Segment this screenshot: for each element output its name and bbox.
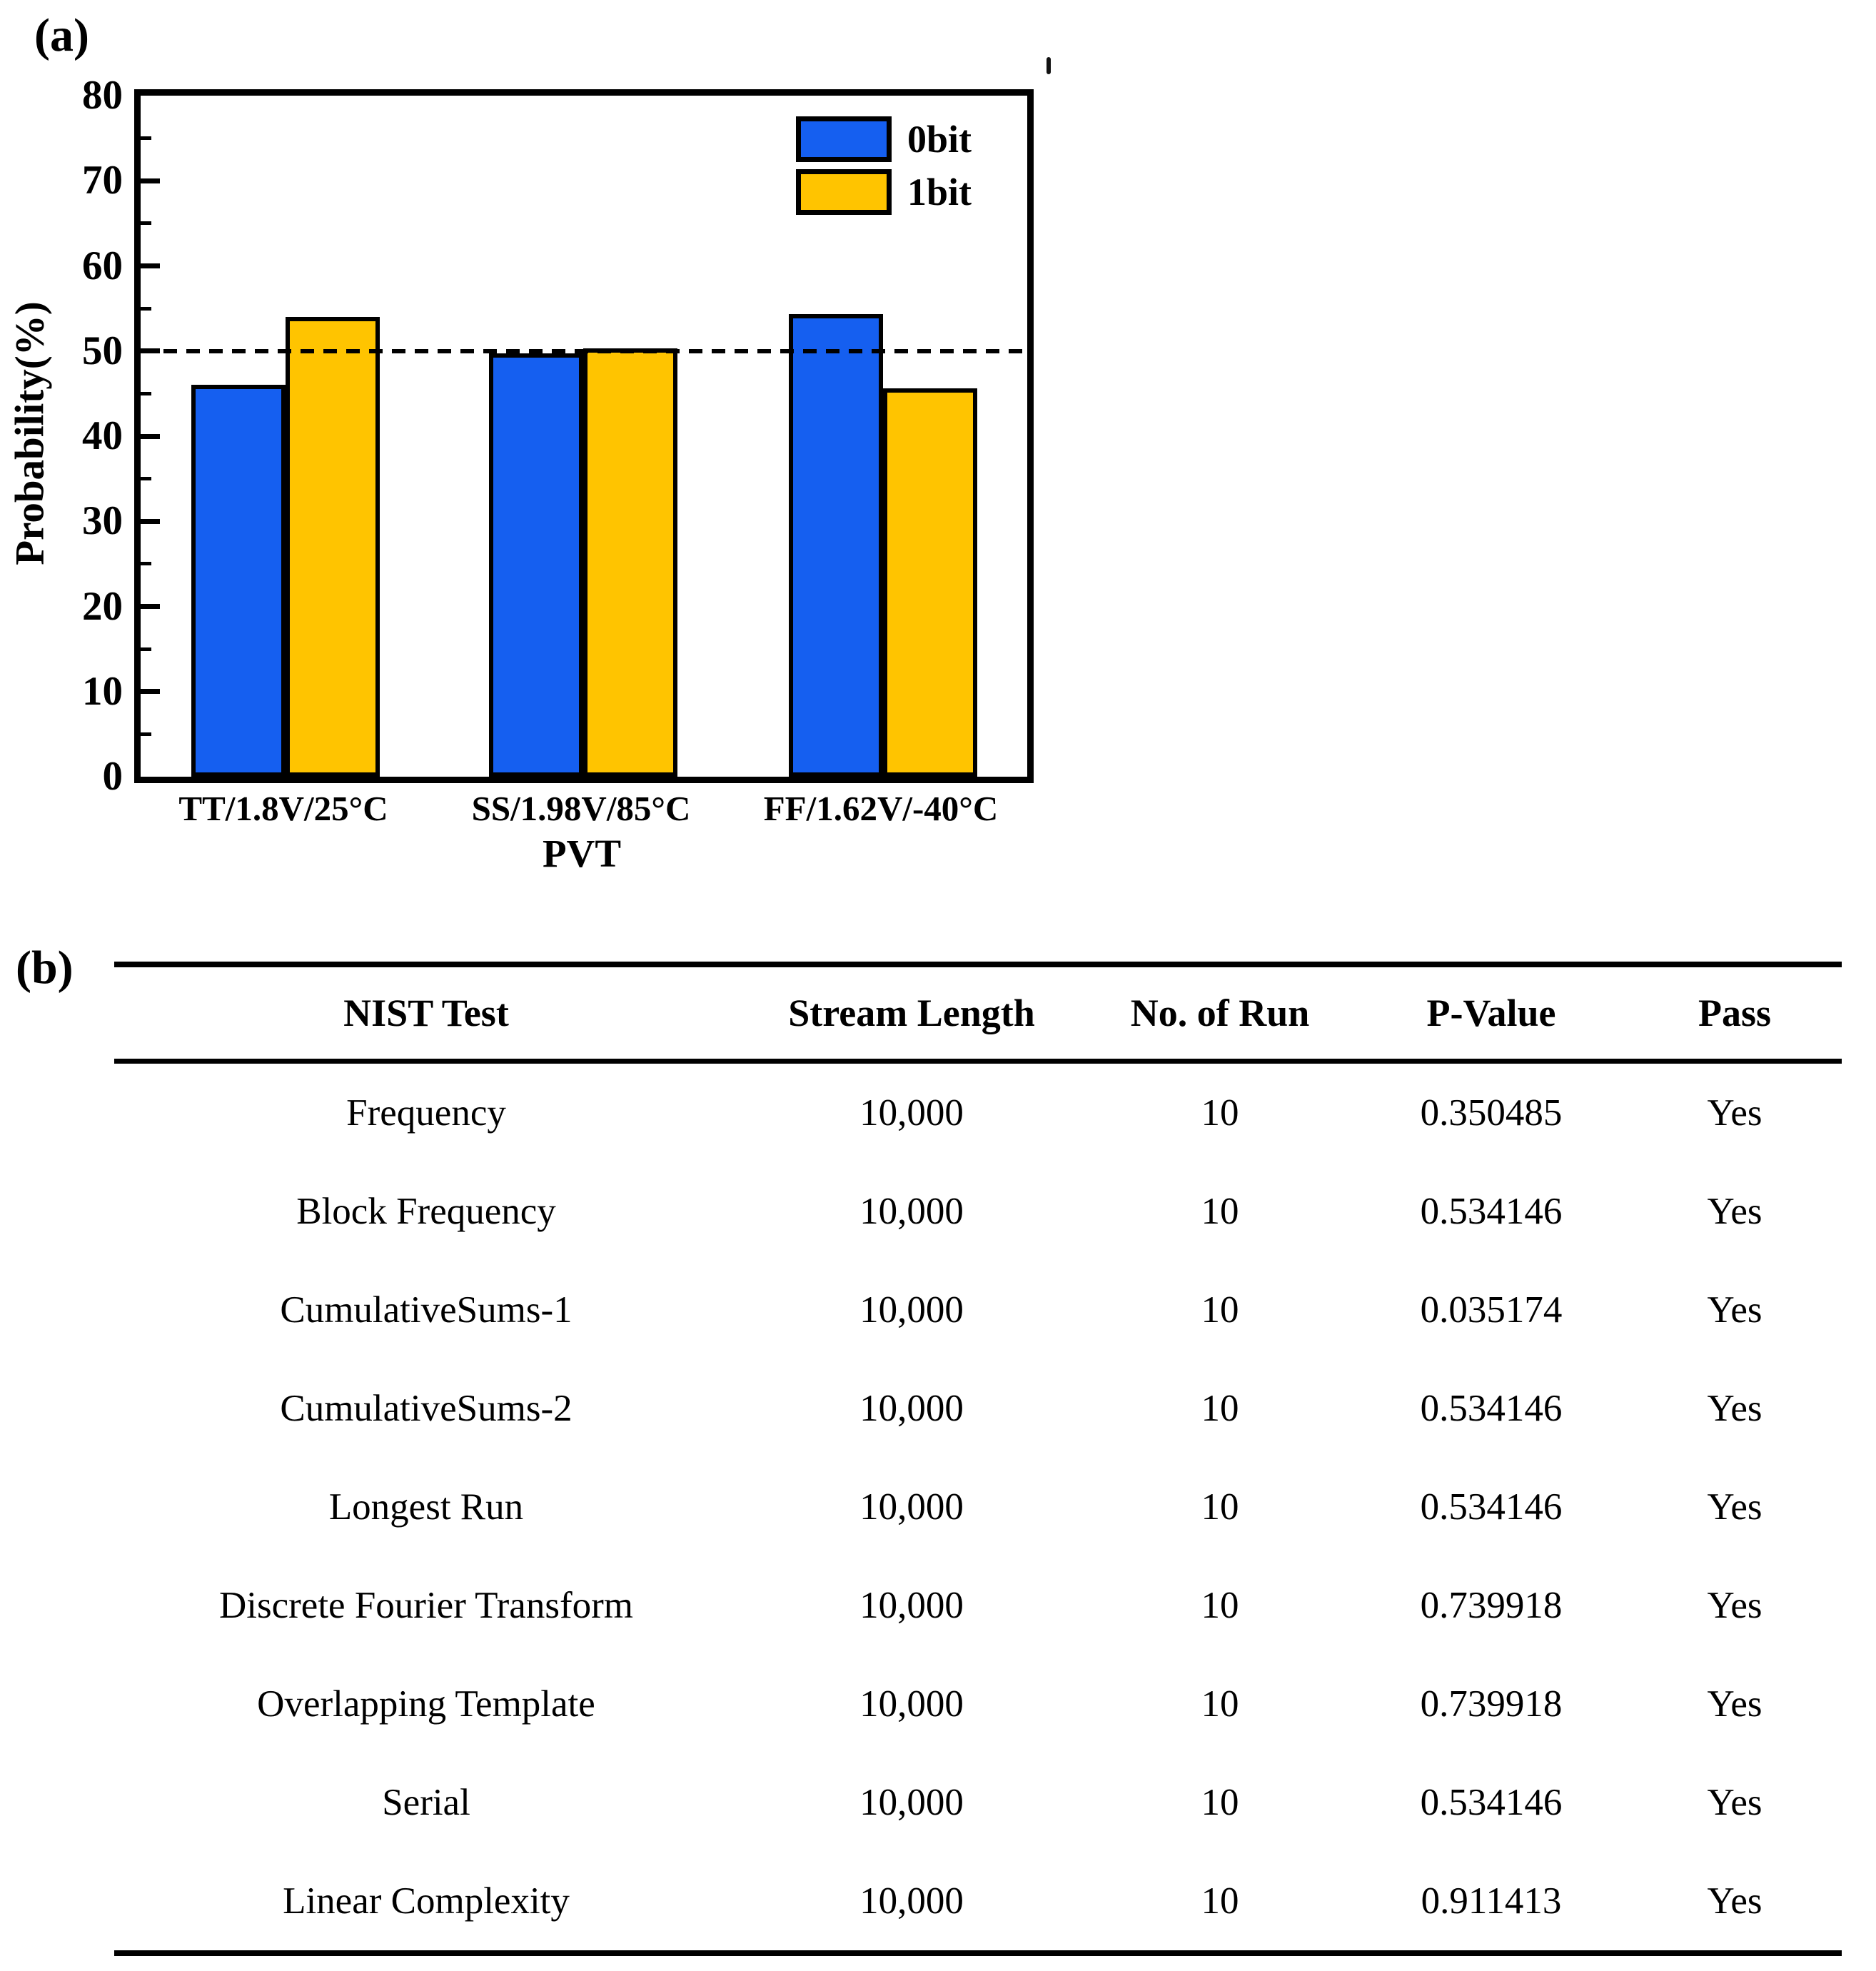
table-header-cell-5: Pass	[1698, 992, 1771, 1034]
y-minor-tick-5	[141, 732, 151, 736]
table-row-7-cell-4: 0.739918	[1420, 1683, 1563, 1725]
panel-b-label: (b)	[16, 942, 74, 994]
table-row-5-cell-4: 0.534146	[1420, 1486, 1563, 1528]
table-row-4-cell-5: Yes	[1707, 1388, 1762, 1429]
table-header-rule	[114, 1059, 1842, 1064]
reference-line-50pct	[141, 348, 1027, 353]
table-row-6-cell-2: 10,000	[859, 1585, 964, 1626]
table-row-7-cell-1: Overlapping Template	[257, 1683, 595, 1725]
table-row-3-cell-5: Yes	[1707, 1289, 1762, 1331]
table-row-4-cell-2: 10,000	[859, 1388, 964, 1429]
table-row-5-cell-2: 10,000	[859, 1486, 964, 1528]
x-tick-label-3: FF/1.62V/-40°C	[763, 789, 999, 828]
table-row-6-cell-3: 10	[1201, 1585, 1239, 1626]
table-row-6-cell-5: Yes	[1707, 1585, 1762, 1626]
nist-table: NIST Test Stream Length No. of Run P-Value P…	[114, 962, 1842, 1956]
table-row-9-cell-4: 0.911413	[1421, 1880, 1562, 1922]
y-minor-tick-45	[141, 391, 151, 395]
y-tick-label-80: 80	[82, 73, 123, 118]
bar-0bit-2	[489, 353, 583, 777]
table-row-1-cell-5: Yes	[1707, 1092, 1762, 1134]
x-tick-label-1: TT/1.8V/25°C	[178, 789, 388, 828]
table-row-5-cell-5: Yes	[1707, 1486, 1762, 1528]
stray-tick-mark	[1047, 57, 1051, 74]
table-row-2-cell-2: 10,000	[859, 1191, 964, 1232]
y-tick-label-60: 60	[82, 243, 123, 288]
bar-1bit-1	[286, 317, 380, 777]
y-major-tick-60	[141, 263, 160, 268]
table-row-7-cell-2: 10,000	[859, 1683, 964, 1725]
table-row-1-cell-1: Frequency	[346, 1092, 506, 1134]
table-row-7-cell-3: 10	[1201, 1683, 1239, 1725]
table-row-4-cell-3: 10	[1201, 1388, 1239, 1429]
legend-swatch-0bit	[796, 116, 892, 162]
y-major-tick-70	[141, 178, 160, 183]
table-row-4-cell-4: 0.534146	[1420, 1388, 1563, 1429]
panel-a-label: (a)	[34, 9, 89, 61]
y-tick-label-50: 50	[82, 328, 123, 373]
y-tick-label-30: 30	[82, 498, 123, 544]
legend-swatch-1bit	[796, 169, 892, 215]
bar-0bit-1	[191, 385, 286, 777]
bar-0bit-3	[789, 314, 883, 777]
y-tick-label-0: 0	[102, 754, 123, 799]
plot-area: 0bit 1bit	[134, 89, 1034, 783]
table-row-8-cell-4: 0.534146	[1420, 1782, 1563, 1823]
table-row-8-cell-3: 10	[1201, 1782, 1239, 1823]
legend-label-0bit: 0bit	[907, 118, 972, 161]
table-row-2-cell-3: 10	[1201, 1191, 1239, 1232]
y-tick-label-10: 10	[82, 668, 123, 714]
table-row-8-cell-1: Serial	[382, 1782, 470, 1823]
table-row-9-cell-2: 10,000	[859, 1880, 964, 1922]
table-row-5-cell-3: 10	[1201, 1486, 1239, 1528]
table-row-3-cell-2: 10,000	[859, 1289, 964, 1331]
y-major-tick-30	[141, 518, 160, 524]
y-major-tick-20	[141, 604, 160, 609]
y-minor-tick-55	[141, 306, 151, 311]
table-row-1-cell-3: 10	[1201, 1092, 1239, 1134]
table-row-3-cell-1: CumulativeSums-1	[280, 1289, 573, 1331]
table-row-8-cell-2: 10,000	[859, 1782, 964, 1823]
y-minor-tick-75	[141, 136, 151, 141]
table-row-6-cell-4: 0.739918	[1420, 1585, 1563, 1626]
table-row-5-cell-1: Longest Run	[328, 1486, 524, 1528]
table-row-7-cell-5: Yes	[1707, 1683, 1762, 1725]
y-minor-tick-15	[141, 647, 151, 651]
table-row-9-cell-5: Yes	[1707, 1880, 1762, 1922]
table-header-cell-1: NIST Test	[343, 992, 509, 1034]
y-tick-label-20: 20	[82, 583, 123, 629]
table-row-3-cell-3: 10	[1201, 1289, 1239, 1331]
y-tick-label-70: 70	[82, 158, 123, 203]
table-header-cell-2: Stream Length	[788, 992, 1035, 1034]
bar-1bit-3	[883, 388, 977, 777]
legend-label-1bit: 1bit	[907, 171, 972, 213]
table-body: Frequency 10,000 10 0.350485 Yes Block Freque…	[114, 1064, 1842, 1950]
table-top-rule	[114, 962, 1842, 967]
table-row-4-cell-1: CumulativeSums-2	[280, 1388, 573, 1429]
table-header-cell-3: No. of Run	[1130, 992, 1310, 1034]
table-row-8-cell-5: Yes	[1707, 1782, 1762, 1823]
y-major-tick-10	[141, 689, 160, 695]
y-tick-label-40: 40	[82, 413, 123, 458]
table-row-9-cell-1: Linear Complexity	[283, 1880, 570, 1922]
y-major-tick-40	[141, 433, 160, 439]
y-minor-tick-65	[141, 221, 151, 226]
table-row-2-cell-5: Yes	[1707, 1191, 1762, 1232]
y-minor-tick-35	[141, 477, 151, 481]
x-tick-label-2: SS/1.98V/85°C	[471, 789, 691, 828]
x-axis-title: PVT	[543, 832, 621, 875]
table-row-9-cell-3: 10	[1201, 1880, 1239, 1922]
bar-1bit-2	[583, 348, 677, 777]
table-row-1-cell-2: 10,000	[859, 1092, 964, 1134]
table-row-2-cell-4: 0.534146	[1420, 1191, 1563, 1232]
y-minor-tick-25	[141, 562, 151, 566]
table-header-cell-4: P-Value	[1426, 992, 1556, 1034]
table-header-row: NIST Test Stream Length No. of Run P-Value P…	[114, 967, 1842, 1059]
table-row-1-cell-4: 0.350485	[1420, 1092, 1563, 1134]
table-row-2-cell-1: Block Frequency	[296, 1191, 556, 1232]
table-row-6-cell-1: Discrete Fourier Transform	[219, 1585, 633, 1626]
table-bottom-rule	[114, 1950, 1842, 1956]
table-row-3-cell-4: 0.035174	[1420, 1289, 1563, 1331]
